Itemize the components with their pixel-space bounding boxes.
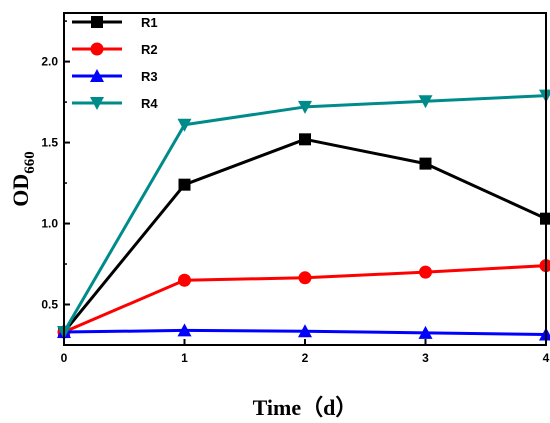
x-tick-label: 4 xyxy=(543,351,550,365)
legend-item-r3: R3 xyxy=(72,69,158,84)
x-tick-label: 1 xyxy=(181,351,188,365)
legend-item-r4: R4 xyxy=(72,96,158,111)
x-tick-label: 3 xyxy=(422,351,429,365)
legend-marker-r4 xyxy=(90,97,104,110)
data-point-r3 xyxy=(418,325,433,339)
legend-marker-r1 xyxy=(91,16,103,28)
data-point-r4 xyxy=(298,100,312,114)
y-axis-title: OD660 xyxy=(8,151,38,207)
series-r1 xyxy=(58,133,550,339)
data-point-r2 xyxy=(419,265,432,279)
data-point-r4 xyxy=(539,89,550,103)
y-tick-label: 0.5 xyxy=(41,298,58,312)
legend-item-r1: R1 xyxy=(72,15,158,30)
ticks-layer: 0 1 2 3 4 0.5 1.0 1.5 2.0 xyxy=(41,20,550,365)
legend-item-r2: R2 xyxy=(72,42,158,57)
series-line-r4 xyxy=(62,94,547,333)
data-point-r1 xyxy=(299,133,311,146)
legend-marker-r2 xyxy=(90,42,104,56)
x-tick-label: 2 xyxy=(302,351,309,365)
data-point-r3 xyxy=(177,323,192,337)
x-axis-title: Time（d） xyxy=(253,395,358,420)
series-layer xyxy=(57,89,550,341)
legend-label-r1: R1 xyxy=(141,15,158,30)
legend: R1 R2 R3 R4 xyxy=(72,15,158,111)
y-axis-title-subscript: 660 xyxy=(22,151,38,174)
legend-label-r4: R4 xyxy=(141,96,158,111)
series-r4 xyxy=(57,89,550,340)
legend-label-r3: R3 xyxy=(141,69,158,84)
y-axis-title-main: OD xyxy=(8,174,33,207)
data-point-r3 xyxy=(539,327,550,341)
series-line-r1 xyxy=(62,137,547,333)
y-tick-label: 1.5 xyxy=(41,136,58,150)
data-point-r4 xyxy=(177,118,192,132)
series-r3 xyxy=(57,323,550,341)
data-point-r2 xyxy=(298,271,312,285)
data-point-r3 xyxy=(298,324,312,338)
x-tick-label: 0 xyxy=(61,351,68,365)
plot-frame xyxy=(63,12,547,346)
legend-label-r2: R2 xyxy=(141,42,158,57)
data-point-r1 xyxy=(178,178,191,191)
legend-marker-r3 xyxy=(90,69,104,82)
data-point-r1 xyxy=(419,157,432,170)
data-point-r2 xyxy=(539,259,550,273)
data-point-r2 xyxy=(178,273,191,287)
y-tick-label: 1.0 xyxy=(41,217,58,231)
y-tick-label: 2.0 xyxy=(41,55,58,69)
data-point-r4 xyxy=(418,95,433,109)
